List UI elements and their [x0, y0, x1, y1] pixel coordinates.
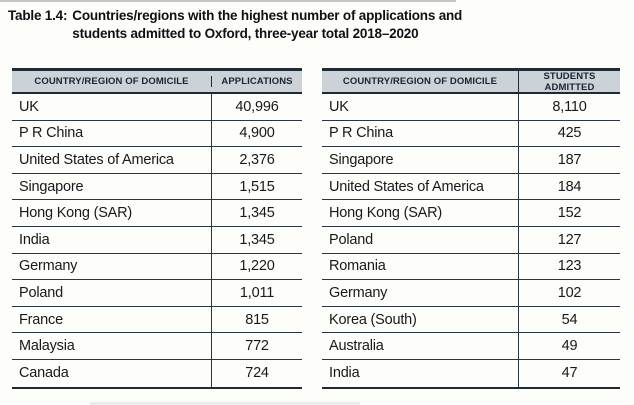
value-cell: 54	[518, 306, 620, 333]
table-row: India 1,345	[12, 226, 302, 254]
country-cell: India	[19, 231, 50, 248]
students-admitted-table: COUNTRY/REGION OF DOMICILE STUDENTS ADMI…	[322, 68, 620, 389]
value-cell: 425	[518, 120, 620, 147]
table-row: Singapore 187	[322, 147, 620, 174]
table-row: P R China 4,900	[12, 120, 302, 148]
table-row: Hong Kong (SAR) 1,345	[12, 200, 302, 227]
table-title-line1: Countries/regions with the highest numbe…	[72, 8, 463, 23]
column-header-students-admitted: STUDENTS ADMITTED	[518, 70, 620, 93]
country-cell: Australia	[329, 338, 384, 355]
value-cell: 152	[518, 200, 620, 226]
country-cell: India	[329, 365, 360, 382]
country-cell: Canada	[19, 365, 69, 382]
country-cell: Poland	[329, 231, 373, 248]
applications-table: COUNTRY/REGION OF DOMICILE APPLICATIONS …	[12, 68, 302, 389]
value-cell: 1,515	[211, 173, 302, 200]
country-cell: Malaysia	[19, 338, 75, 355]
column-header-country: COUNTRY/REGION OF DOMICILE	[342, 76, 498, 87]
country-cell: Germany	[329, 284, 388, 301]
table-row: UK 40,996	[12, 94, 302, 121]
table-row: P R China 425	[322, 120, 620, 148]
value-cell: 4,900	[211, 120, 302, 147]
country-cell: Singapore	[19, 178, 84, 195]
country-cell: Singapore	[329, 151, 394, 168]
country-cell: Hong Kong (SAR)	[19, 205, 133, 222]
country-cell: Romania	[329, 258, 386, 275]
value-cell: 815	[211, 306, 302, 333]
table-row: UK 8,110	[322, 94, 620, 121]
country-cell: P R China	[19, 125, 84, 142]
country-cell: France	[19, 311, 63, 328]
page-bottom-edge-artifact	[90, 402, 360, 405]
table-title-text: Countries/regions with the highest numbe…	[72, 7, 462, 42]
table-row: Poland 127	[322, 226, 620, 254]
country-cell: Korea (South)	[329, 311, 417, 328]
table-row: Poland 1,011	[12, 280, 302, 307]
country-cell: United States of America	[329, 178, 484, 195]
table-row: Romania 123	[322, 253, 620, 281]
table-row: Hong Kong (SAR) 152	[322, 200, 620, 227]
value-cell: 102	[518, 280, 620, 306]
applications-table-header: COUNTRY/REGION OF DOMICILE APPLICATIONS	[12, 71, 302, 94]
value-cell: 2,376	[211, 147, 302, 173]
value-cell: 1,011	[211, 280, 302, 306]
table-row: Canada 724	[12, 359, 302, 387]
table-row: Malaysia 772	[12, 333, 302, 360]
country-cell: Poland	[19, 284, 63, 301]
table-row: United States of America 184	[322, 173, 620, 201]
value-cell: 1,345	[211, 226, 302, 253]
value-cell: 772	[211, 333, 302, 359]
table-row: Germany 1,220	[12, 253, 302, 281]
country-cell: Hong Kong (SAR)	[329, 205, 443, 222]
value-cell: 123	[518, 253, 620, 280]
table-row: Korea (South) 54	[322, 306, 620, 334]
column-header-applications: APPLICATIONS	[211, 76, 302, 87]
country-cell: UK	[19, 98, 39, 115]
value-cell: 187	[518, 147, 620, 173]
country-cell: P R China	[329, 125, 394, 142]
value-cell: 1,345	[211, 200, 302, 226]
value-cell: 8,110	[518, 94, 620, 120]
table-title-label: Table 1.4:	[8, 8, 68, 23]
tables-container: COUNTRY/REGION OF DOMICILE APPLICATIONS …	[12, 68, 620, 389]
value-cell: 49	[518, 333, 620, 359]
table-title: Table 1.4: Countries/regions with the hi…	[8, 7, 462, 42]
table-row: United States of America 2,376	[12, 147, 302, 174]
country-cell: UK	[329, 98, 349, 115]
page-top-edge-rule	[0, 0, 456, 2]
value-cell: 724	[211, 359, 302, 387]
value-cell: 40,996	[211, 94, 302, 120]
value-cell: 47	[518, 359, 620, 387]
value-cell: 184	[518, 173, 620, 200]
value-cell: 1,220	[211, 253, 302, 280]
table-row: Germany 102	[322, 280, 620, 307]
table-title-line2: students admitted to Oxford, three-year …	[72, 25, 419, 41]
country-cell: Germany	[19, 258, 78, 275]
value-cell: 127	[518, 226, 620, 253]
table-row: India 47	[322, 359, 620, 387]
column-header-country: COUNTRY/REGION OF DOMICILE	[34, 76, 189, 87]
students-admitted-table-header: COUNTRY/REGION OF DOMICILE STUDENTS ADMI…	[322, 70, 620, 94]
country-cell: United States of America	[19, 151, 174, 168]
table-row: Australia 49	[322, 333, 620, 360]
table-row: France 815	[12, 306, 302, 334]
table-row: Singapore 1,515	[12, 173, 302, 201]
